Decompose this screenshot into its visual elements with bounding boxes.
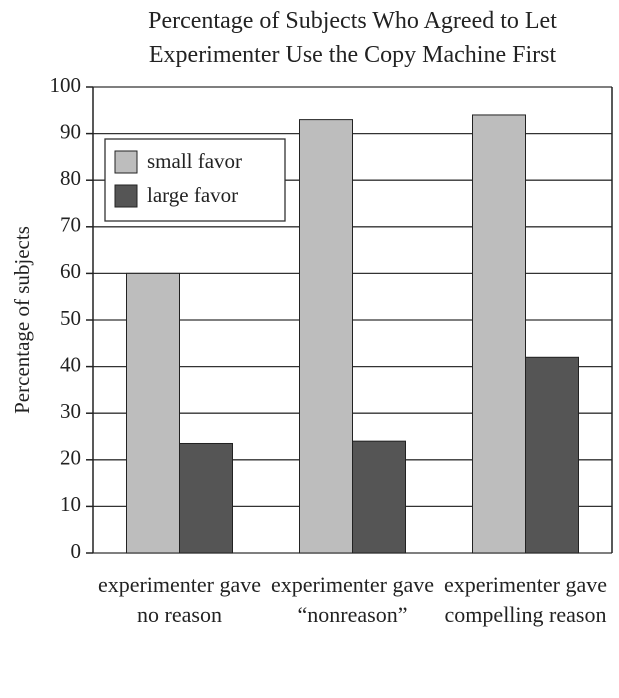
y-tick-label: 10: [60, 492, 81, 516]
y-tick-label: 50: [60, 306, 81, 330]
y-axis-label: Percentage of subjects: [10, 226, 34, 414]
y-tick-label: 40: [60, 352, 81, 376]
y-tick-label: 30: [60, 399, 81, 423]
bar: [472, 114, 526, 554]
y-tick-label: 90: [60, 119, 81, 143]
y-tick-label: 20: [60, 446, 81, 470]
y-tick-label: 70: [60, 213, 81, 237]
legend-swatch: [114, 184, 138, 208]
bar: [299, 119, 353, 554]
y-tick-label: 100: [50, 73, 82, 97]
x-tick-label: experimenter gave no reason: [97, 572, 262, 627]
chart-title: Percentage of Subjects Who Agreed to Let…: [148, 8, 557, 68]
bar: [352, 440, 406, 554]
legend-label: large favor: [147, 183, 238, 207]
bar: [179, 442, 233, 554]
legend-swatch: [114, 150, 138, 174]
bar: [126, 272, 180, 554]
x-tick-label: experimenter gave “nonreason”: [270, 572, 435, 627]
bar: [525, 356, 579, 554]
x-tick-label: experimenter gave compelling reason: [443, 572, 608, 627]
legend-label: small favor: [147, 149, 242, 173]
y-tick-label: 80: [60, 166, 81, 190]
y-tick-label: 0: [71, 539, 82, 563]
y-tick-label: 60: [60, 259, 81, 283]
